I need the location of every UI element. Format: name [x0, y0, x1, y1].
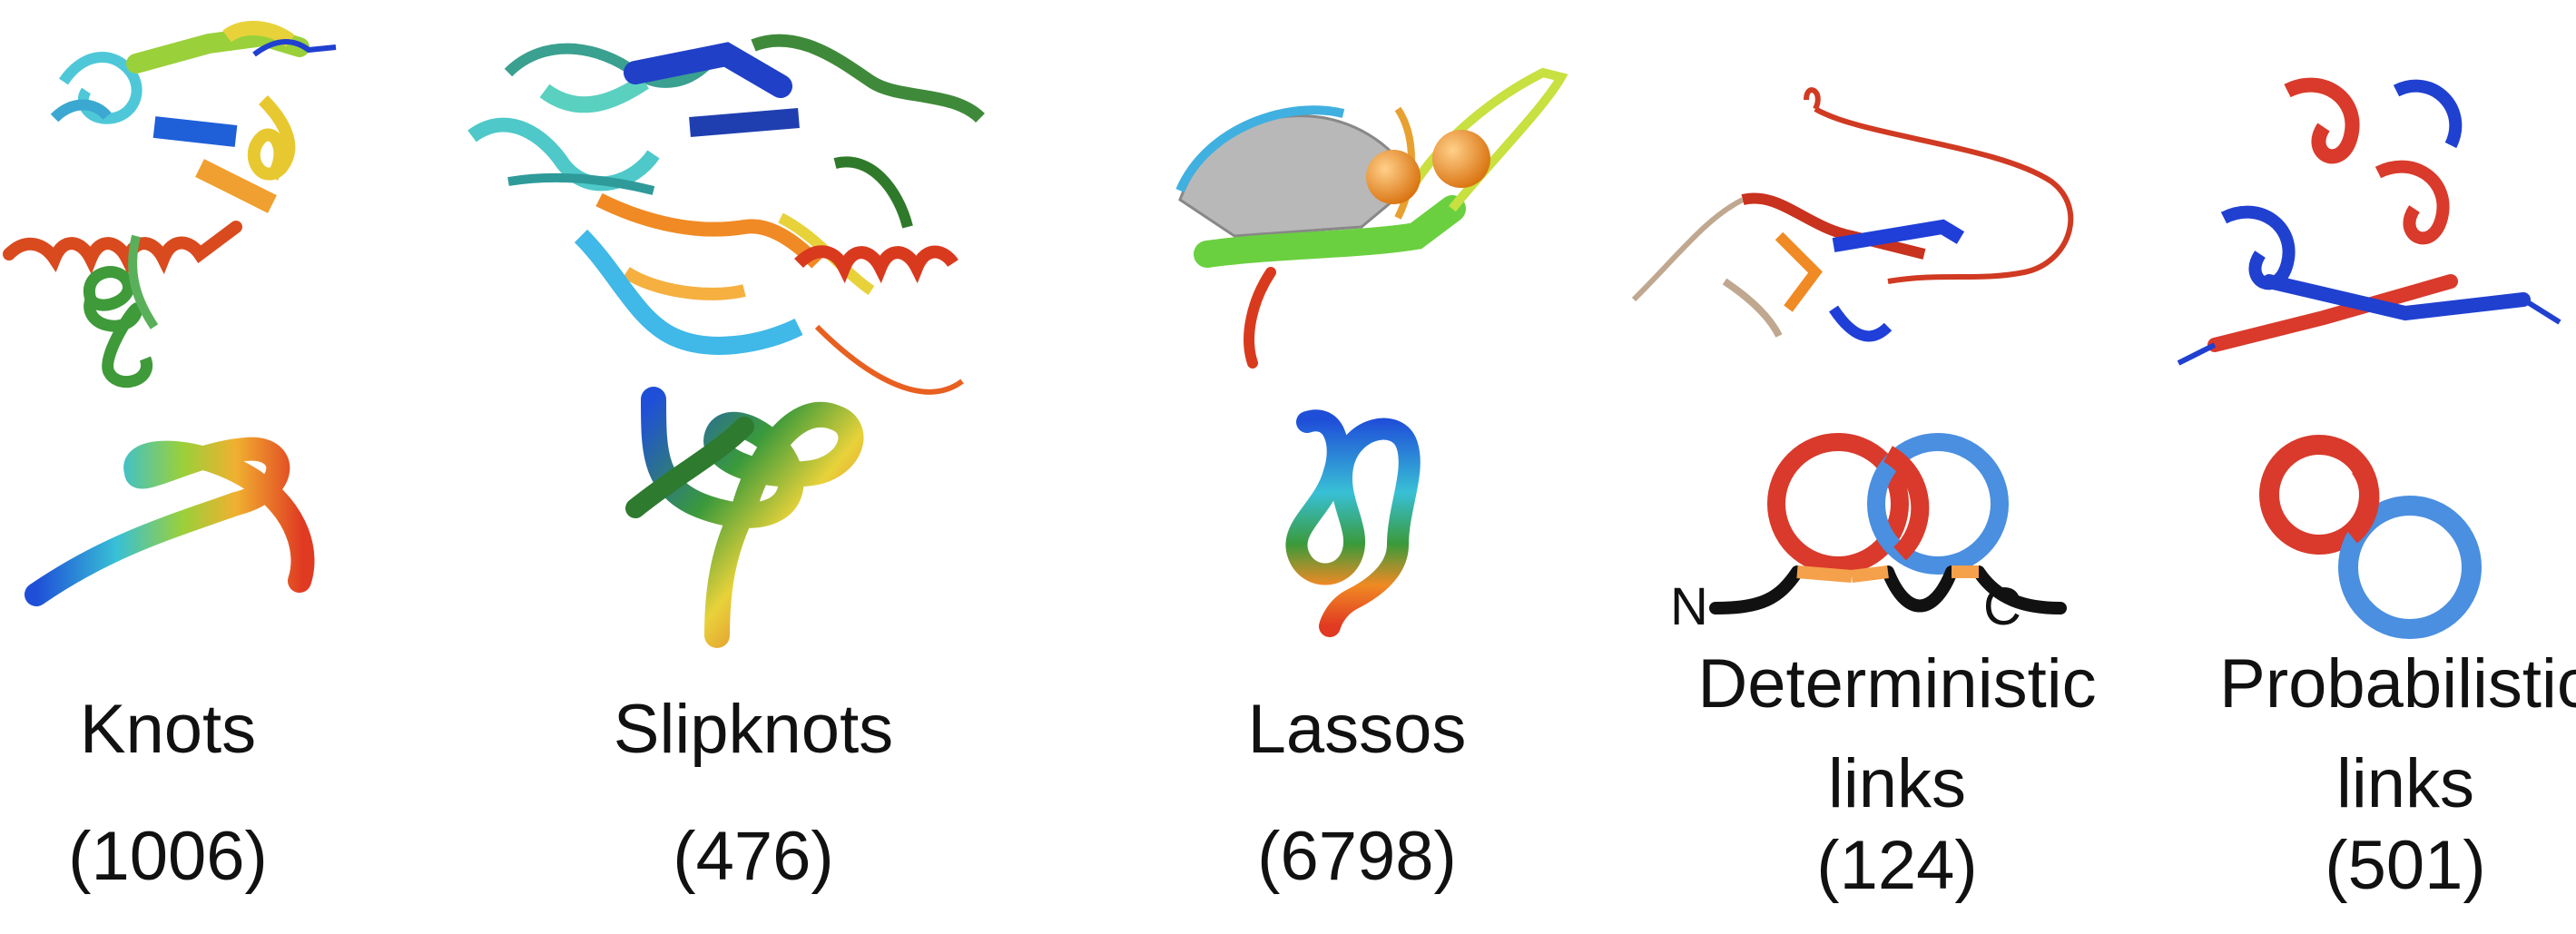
c-terminus-label: C: [1983, 577, 2021, 636]
lasso-tube-diagram: [1285, 409, 1421, 637]
probabilistic-links-label-line2: links: [2335, 745, 2475, 822]
slipknot-tube-diagram: [625, 387, 864, 648]
knot-tube-diagram: [25, 437, 315, 606]
lasso-protein-structure: [1175, 67, 1568, 369]
probabilistic-link-protein-structure: [2177, 77, 2561, 366]
knot-protein-structure: [3, 20, 337, 388]
probabilistic-link-ring-diagram: [2259, 435, 2482, 639]
probabilistic-links-count: (501): [2325, 827, 2486, 904]
slipknots-label: Slipknots: [613, 691, 894, 768]
probabilistic-links-label-line1: Probabilistic: [2219, 645, 2576, 723]
knots-count: (1006): [68, 818, 268, 895]
deterministic-link-ring-diagram: N C: [1670, 433, 2067, 636]
slipknot-protein-structure: [467, 34, 985, 395]
deterministic-links-label-line1: Deterministic: [1697, 645, 2097, 723]
lassos-label: Lassos: [1247, 691, 1467, 768]
lassos-count: (6798): [1257, 818, 1457, 895]
knots-label: Knots: [79, 691, 257, 768]
slipknots-count: (476): [673, 818, 834, 895]
deterministic-links-count: (124): [1816, 827, 1978, 904]
n-terminus-label: N: [1670, 577, 1708, 636]
deterministic-link-protein-structure: [1631, 87, 2074, 342]
deterministic-links-label-line2: links: [1827, 745, 1967, 822]
